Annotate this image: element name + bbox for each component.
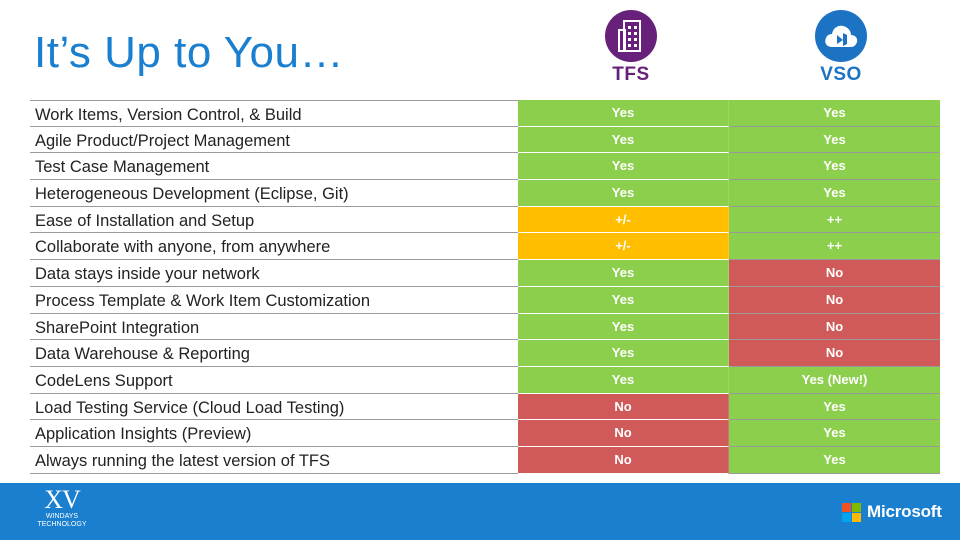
table-row: Ease of Installation and Setup +/- ++ — [30, 206, 940, 234]
vso-cell: Yes (New!) — [729, 366, 940, 394]
microsoft-logo: Microsoft — [842, 502, 942, 522]
table-row: Heterogeneous Development (Eclipse, Git)… — [30, 180, 940, 207]
tfs-cell: Yes — [518, 180, 729, 207]
tfs-cell: Yes — [518, 313, 729, 341]
windays-logo: XV WINDAYS TECHNOLOGY — [30, 487, 94, 529]
tfs-cell: Yes — [518, 340, 729, 367]
feature-label: Test Case Management — [30, 153, 518, 181]
tfs-cell: No — [518, 393, 729, 421]
vso-cell: No — [729, 260, 940, 287]
table-row: Work Items, Version Control, & Build Yes Y… — [30, 100, 940, 127]
vso-cell: Yes — [729, 100, 940, 127]
feature-label: CodeLens Support — [30, 366, 518, 394]
table-row: Always running the latest version of TFS… — [30, 446, 940, 474]
windays-logo-mark: XV — [44, 485, 81, 514]
tfs-cell: Yes — [518, 126, 729, 154]
vso-cell: Yes — [729, 153, 940, 181]
vso-cell: Yes — [729, 420, 940, 447]
tfs-logo: TFS — [596, 10, 666, 86]
feature-label: SharePoint Integration — [30, 313, 518, 341]
vso-cell: ++ — [729, 206, 940, 234]
feature-label: Data Warehouse & Reporting — [30, 340, 518, 367]
vso-cell: No — [729, 286, 940, 314]
table-row: Process Template & Work Item Customizati… — [30, 286, 940, 314]
feature-label: Process Template & Work Item Customizati… — [30, 286, 518, 314]
vso-cell: Yes — [729, 180, 940, 207]
vso-logo-label: VSO — [820, 64, 862, 85]
tfs-logo-label: TFS — [612, 64, 650, 85]
tfs-cell: Yes — [518, 100, 729, 127]
vso-logo: VSO — [806, 10, 876, 86]
microsoft-logo-text: Microsoft — [867, 502, 942, 521]
tfs-cell: Yes — [518, 260, 729, 287]
vso-cell: Yes — [729, 446, 940, 474]
feature-label: Heterogeneous Development (Eclipse, Git) — [30, 180, 518, 207]
windays-logo-subtext: TECHNOLOGY — [37, 521, 87, 528]
comparison-table: Work Items, Version Control, & Build Yes Y… — [30, 100, 940, 474]
tfs-cell: Yes — [518, 286, 729, 314]
feature-label: Collaborate with anyone, from anywhere — [30, 233, 518, 261]
tfs-cell: No — [518, 446, 729, 474]
tfs-cell: +/- — [518, 206, 729, 234]
vso-cell: Yes — [729, 126, 940, 154]
feature-label: Data stays inside your network — [30, 260, 518, 287]
table-row: Collaborate with anyone, from anywhere +/… — [30, 233, 940, 261]
windays-logo-text: WINDAYS — [45, 513, 79, 520]
tfs-cell: +/- — [518, 233, 729, 261]
tfs-cell: Yes — [518, 153, 729, 181]
feature-label: Ease of Installation and Setup — [30, 206, 518, 234]
feature-label: Agile Product/Project Management — [30, 126, 518, 154]
slide-title: It’s Up to You… — [34, 28, 344, 77]
table-row: CodeLens Support Yes Yes (New!) — [30, 366, 940, 394]
table-row: Data stays inside your network Yes No — [30, 260, 940, 287]
table-row: Data Warehouse & Reporting Yes No — [30, 340, 940, 367]
feature-label: Load Testing Service (Cloud Load Testing… — [30, 393, 518, 421]
vso-cell: Yes — [729, 393, 940, 421]
tfs-cell: Yes — [518, 366, 729, 394]
table-row: Load Testing Service (Cloud Load Testing… — [30, 393, 940, 421]
table-row: Test Case Management Yes Yes — [30, 153, 940, 181]
feature-label: Work Items, Version Control, & Build — [30, 100, 518, 127]
vso-cell: ++ — [729, 233, 940, 261]
building-icon — [605, 10, 657, 62]
feature-label: Always running the latest version of TFS — [30, 446, 518, 474]
microsoft-logo-icon — [842, 502, 861, 522]
vso-cell: No — [729, 313, 940, 341]
vso-cell: No — [729, 340, 940, 367]
feature-label: Application Insights (Preview) — [30, 420, 518, 447]
table-row: SharePoint Integration Yes No — [30, 313, 940, 341]
cloud-icon — [815, 10, 867, 62]
table-row: Application Insights (Preview) No Yes — [30, 420, 940, 447]
footer-bar: XV WINDAYS TECHNOLOGY Microsoft — [0, 483, 960, 540]
table-row: Agile Product/Project Management Yes Yes — [30, 126, 940, 154]
tfs-cell: No — [518, 420, 729, 447]
